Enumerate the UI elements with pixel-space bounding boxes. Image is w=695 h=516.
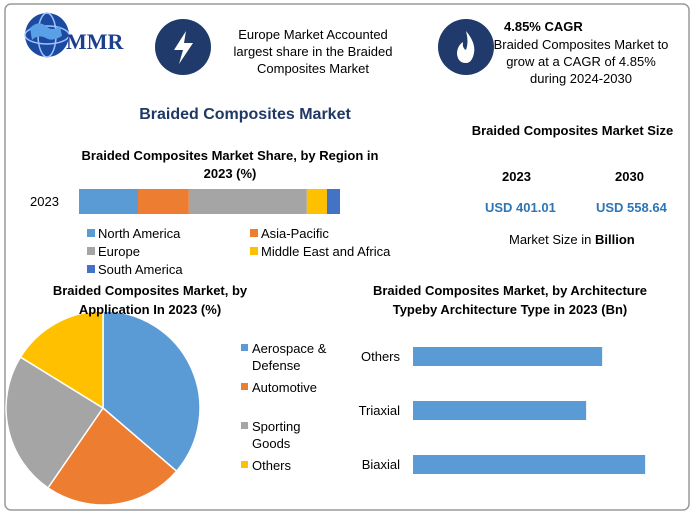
- size-value: USD 558.64: [596, 200, 667, 215]
- bar-segment: [188, 189, 307, 214]
- y-tick-label: Triaxial: [358, 403, 400, 418]
- legend-swatch: [87, 229, 95, 237]
- cagr-title: 4.85% CAGR: [504, 19, 583, 34]
- legend-label: Europe: [98, 244, 140, 259]
- bar: [413, 401, 587, 420]
- legend-label: Asia-Pacific: [261, 226, 329, 241]
- legend-swatch: [241, 344, 248, 351]
- legend-swatch: [241, 422, 248, 429]
- legend-label: Sporting Goods: [252, 419, 301, 451]
- legend-swatch: [87, 247, 95, 255]
- legend-label: South America: [98, 262, 183, 277]
- bar-segment: [137, 189, 189, 214]
- chart-title: Braided Composites Market Share, by Regi…: [81, 148, 379, 181]
- chart-title: Braided Composites Market, by Architectu…: [372, 283, 648, 317]
- bar-segment: [79, 189, 138, 214]
- bar-segment: [326, 189, 340, 214]
- pie-slice: [19, 310, 104, 410]
- size-title: Braided Composites Market Size: [471, 123, 674, 138]
- icon-lightning: [155, 19, 211, 75]
- bar: [413, 455, 646, 474]
- legend-swatch: [250, 247, 258, 255]
- size-value: USD 401.01: [485, 200, 556, 215]
- y-tick-label: Biaxial: [361, 457, 400, 472]
- legend-label: Automotive: [252, 380, 318, 395]
- y-tick-label: 2023: [30, 194, 59, 209]
- legend-label: North America: [98, 226, 181, 241]
- size-year: 2030: [615, 169, 644, 184]
- legend-label: Middle East and Africa: [261, 244, 391, 259]
- legend-swatch: [250, 229, 258, 237]
- chart-title: Braided Composites Market, by Applicatio…: [52, 283, 248, 317]
- frame: [4, 3, 690, 511]
- logo-text: MMR: [66, 29, 124, 54]
- cagr-text: Braided Composites Market to grow at a C…: [493, 37, 669, 86]
- legend-swatch: [87, 265, 95, 273]
- main-title: Braided Composites Market: [139, 106, 351, 123]
- size-year: 2023: [502, 169, 531, 184]
- icon-flame: [438, 19, 494, 75]
- pie-slice: [5, 356, 105, 489]
- info-text: Europe Market Accounted largest share in…: [233, 27, 393, 76]
- y-tick-label: Others: [360, 349, 400, 364]
- size-note-text: Market Size in: [509, 232, 595, 247]
- bar: [413, 347, 603, 366]
- bar-segment: [306, 189, 327, 214]
- pie-slice: [102, 310, 201, 473]
- logo-globe: [24, 12, 70, 58]
- legend-label: Aerospace & Defense: [252, 341, 327, 373]
- pie-slice: [46, 406, 178, 506]
- legend-swatch: [241, 461, 248, 468]
- size-note: Market Size in Billion: [509, 231, 635, 248]
- legend-label: Others: [252, 458, 292, 473]
- size-note-unit: Billion: [594, 232, 635, 247]
- legend-swatch: [241, 383, 248, 390]
